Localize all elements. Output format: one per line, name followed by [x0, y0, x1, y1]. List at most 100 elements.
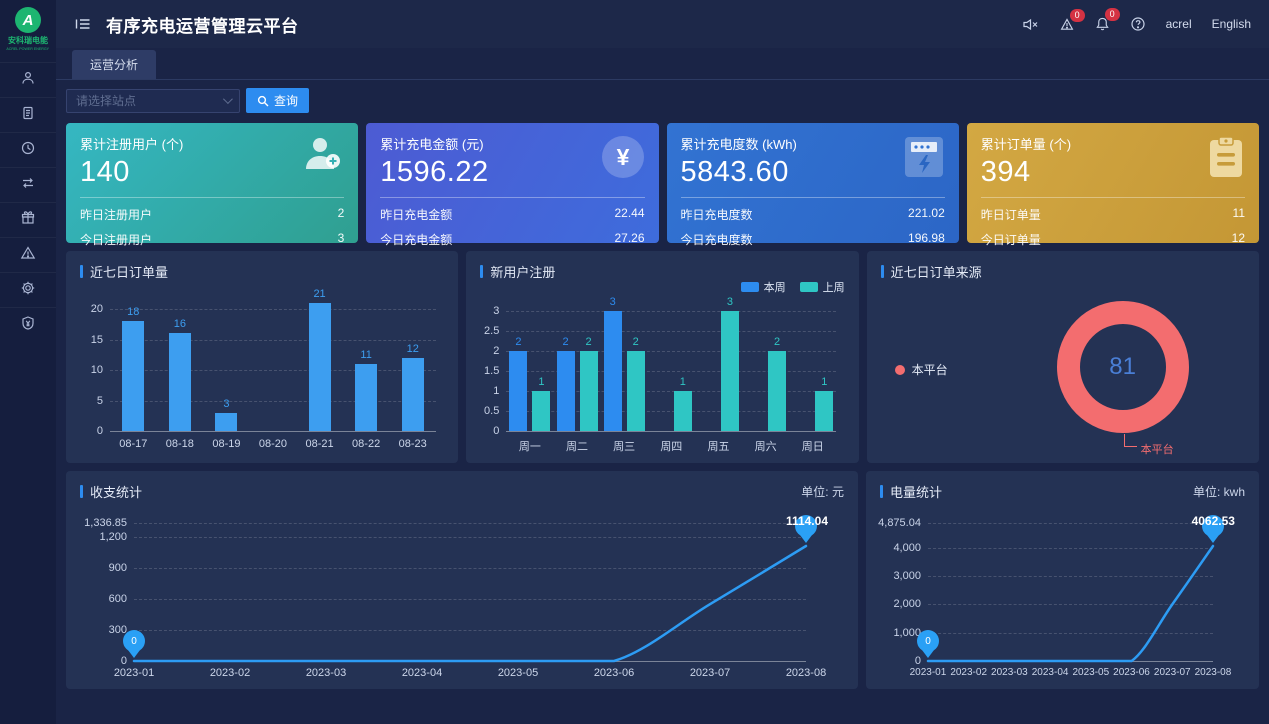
mute-icon[interactable] [1022, 17, 1039, 32]
stat-row: 昨日注册用户 2 [80, 206, 345, 222]
y-tick-label: 3 [493, 305, 500, 317]
panel-new-users: 新用户注册 本周 上周 0 0.5 1 1.5 2 2.5 3 周一 2 1 周二 2 2 周三 3 2 周四 1 周… [466, 251, 859, 463]
x-tick-label: 08-21 [305, 438, 334, 450]
panel-weekly-orders: 近七日订单量 0 5 10 15 20 08-17 18 08-18 16 08-19 3 08-20… [66, 251, 459, 463]
bar-value-label: 2 [774, 336, 781, 348]
username[interactable]: acrel [1165, 17, 1192, 31]
sidebar: A 安科瑞电能 ACREL POWER ENERGY [0, 0, 56, 724]
bar-value-label: 21 [313, 288, 326, 300]
stat-value: 140 [80, 156, 130, 188]
panel-title: 新用户注册 [490, 265, 556, 280]
gridline [506, 431, 837, 432]
y-tick-label: 600 [108, 593, 127, 606]
collapse-menu-icon[interactable] [74, 16, 92, 32]
divider [380, 197, 645, 198]
sidebar-item-operation[interactable] [0, 272, 56, 307]
search-button[interactable]: 查询 [246, 88, 310, 113]
alarm-triangle-icon [20, 245, 36, 266]
notification-bell-icon[interactable]: 0 [1095, 8, 1120, 32]
station-select[interactable]: 请选择站点 [66, 88, 240, 113]
legend-swatch-icon [799, 282, 818, 292]
stat-value: 5843.60 [680, 156, 789, 188]
y-tick-label: 1,336.85 [84, 517, 127, 529]
stat-card-registered-users: 累计注册用户 (个) 140 昨日注册用户 2 今日注册用户 3 [66, 123, 359, 247]
logo[interactable]: A 安科瑞电能 ACREL POWER ENERGY [0, 0, 56, 56]
station-select-placeholder: 请选择站点 [76, 94, 137, 108]
stat-value: 1596.22 [380, 156, 489, 188]
gridline [927, 632, 1213, 634]
y-tick-label: 1 [493, 385, 500, 397]
clock-icon [20, 140, 36, 161]
bar-value-label: 11 [360, 348, 372, 361]
yen-circle-icon: ¥ [601, 135, 645, 184]
donut-callout-line [1123, 434, 1137, 447]
alarm-badge: 0 [1069, 8, 1085, 22]
alarm-bell-icon[interactable]: 0 [1059, 8, 1085, 32]
gridline [110, 370, 436, 372]
bar [626, 351, 645, 431]
title-accent-bar [880, 265, 884, 278]
bar-value-label: 1 [821, 376, 828, 388]
transfer-icon [20, 175, 36, 196]
gridline [506, 391, 837, 392]
stat-row: 昨日充电度数 221.02 [680, 206, 945, 222]
bar-value-label: 3 [726, 296, 734, 308]
energy-line-chart: 0 1,000 2,000 3,000 4,000 4,875.04 2023-01 2023… [876, 497, 1249, 683]
x-tick-label: 2023-04 [1031, 667, 1069, 678]
topbar-actions: 0 0 acrel English [1022, 8, 1251, 32]
x-tick-label: 2023-01 [909, 667, 947, 678]
sidebar-item-orders[interactable] [0, 97, 56, 132]
title-accent-bar [80, 485, 83, 498]
stat-card-charge-energy: 累计充电度数 (kWh) 5843.60 昨日充电度数 221.02 今日充电度数… [666, 123, 959, 247]
x-tick-label: 2023-03 [305, 667, 347, 679]
tab-operation-analysis[interactable]: 运营分析 [72, 50, 157, 79]
notification-badge: 0 [1104, 8, 1120, 21]
sidebar-item-alarm[interactable] [0, 237, 56, 272]
x-tick-label: 2023-07 [1153, 667, 1191, 678]
bar [168, 333, 191, 431]
panel-header: 近七日订单量 [66, 251, 458, 281]
gift-icon [20, 210, 36, 231]
legend-swatch-icon [740, 282, 759, 292]
title-accent-bar [879, 485, 883, 498]
legend-item[interactable]: 上周 [799, 279, 845, 295]
y-tick-label: 1,000 [893, 626, 921, 639]
gridline [506, 371, 837, 372]
y-tick-label: 0 [914, 655, 921, 667]
search-icon [257, 95, 269, 106]
x-tick-label: 周二 [566, 441, 589, 453]
logo-text: 安科瑞电能 [8, 36, 48, 45]
bar-value-label: 3 [609, 296, 616, 308]
x-tick-label: 2023-07 [689, 667, 731, 679]
main-area: 有序充电运营管理云平台 0 0 acrel English [56, 0, 1269, 724]
bottom-charts-row: 收支统计 单位: 元 0 300 600 900 1,200 1,336.85 2023-0… [66, 471, 1259, 689]
last-value-label: 4062.53 [1191, 514, 1235, 528]
stat-row: 昨日订单量 11 [980, 206, 1245, 222]
x-tick-label: 周五 [707, 441, 730, 453]
bar [579, 351, 598, 431]
sidebar-item-marketing[interactable] [0, 202, 56, 237]
dashboard-content: 累计注册用户 (个) 140 昨日注册用户 2 今日注册用户 3 累计充电金额 (元… [56, 119, 1269, 724]
bar [768, 351, 787, 431]
sidebar-item-users[interactable] [0, 62, 56, 97]
stat-row: 昨日充电金额 22.44 [380, 206, 645, 222]
language-switch[interactable]: English [1211, 17, 1251, 31]
y-tick-label: 1,200 [99, 531, 127, 544]
sidebar-item-strategy[interactable] [0, 167, 56, 202]
bar [815, 391, 834, 431]
help-icon[interactable] [1130, 16, 1146, 32]
gridline [110, 309, 436, 311]
bar-value-label: 2 [562, 336, 569, 348]
x-tick-label: 2023-02 [209, 667, 251, 679]
bar [122, 321, 145, 431]
sidebar-item-statistics[interactable] [0, 132, 56, 167]
sidebar-item-finance[interactable] [0, 307, 56, 342]
y-tick-label: 2,000 [893, 598, 921, 611]
last-value-label: 1114.04 [785, 514, 828, 528]
stat-row: 今日充电金额 27.26 [380, 231, 645, 247]
legend-item[interactable]: 本平台 [894, 361, 948, 378]
page-title: 有序充电运营管理云平台 [106, 16, 299, 36]
legend-item[interactable]: 本周 [740, 279, 786, 295]
bar [603, 311, 622, 431]
svg-text:¥: ¥ [616, 144, 629, 170]
